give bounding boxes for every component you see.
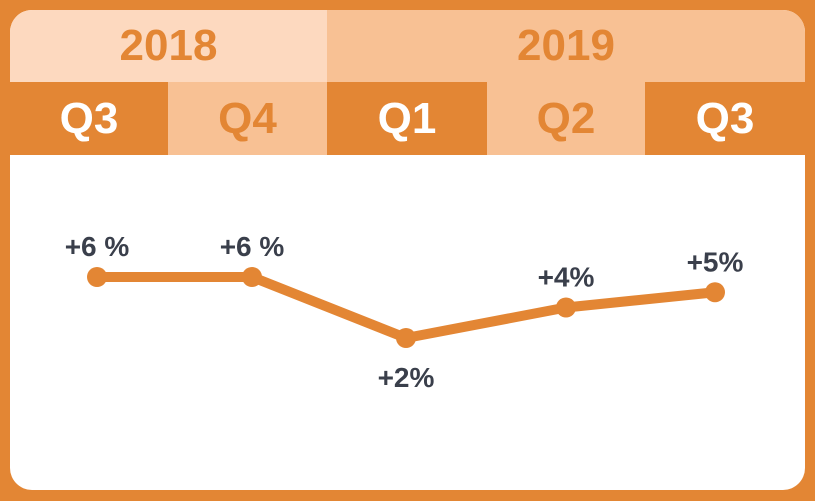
year-header-2019: 2019	[327, 10, 805, 82]
line-plot: +6 % +6 % +2% +4% +5%	[65, 231, 744, 393]
year-header-2018: 2018	[10, 10, 327, 82]
data-point	[396, 328, 416, 348]
quarter-2019-q1: Q1	[327, 82, 487, 155]
data-point	[556, 297, 576, 318]
data-label: +4%	[538, 262, 595, 293]
data-point	[242, 267, 262, 287]
quarter-2019-q3: Q3	[645, 82, 805, 155]
chart-card: 2018 2019 Q3 Q4 Q1 Q2 Q3 +6 % +6 % +2% +4% +…	[10, 10, 805, 490]
quarter-2019-q2: Q2	[487, 82, 645, 155]
data-point	[87, 267, 107, 287]
quarter-2018-q4: Q4	[168, 82, 327, 155]
quarter-2018-q3: Q3	[10, 82, 168, 155]
data-label: +6 %	[65, 231, 130, 262]
data-label: +5%	[687, 246, 744, 277]
data-point	[705, 282, 725, 303]
data-label: +2%	[378, 362, 435, 393]
data-label: +6 %	[220, 231, 285, 262]
